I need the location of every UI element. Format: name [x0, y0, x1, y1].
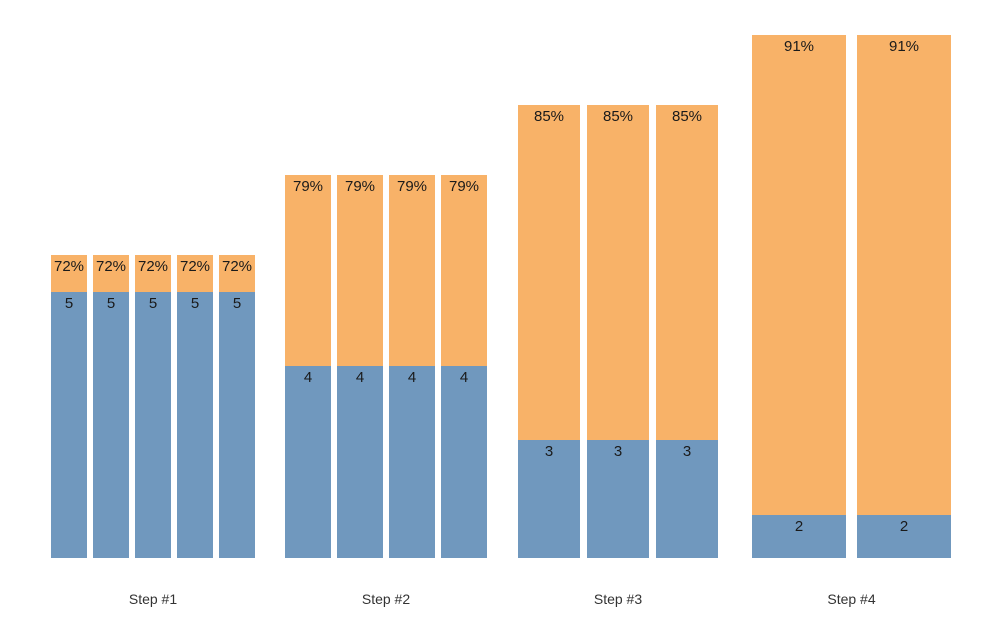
count-segment: 5: [135, 292, 171, 558]
percent-label: 72%: [179, 258, 211, 275]
count-segment: 4: [389, 366, 435, 558]
percent-label: 85%: [602, 108, 634, 125]
percent-segment: 79%: [337, 175, 383, 366]
percent-label: 85%: [671, 108, 703, 125]
step-label: Step #1: [128, 591, 178, 607]
step-label: Step #2: [361, 591, 411, 607]
count-label: 4: [303, 369, 313, 386]
count-label: 3: [544, 443, 554, 460]
count-segment: 3: [587, 440, 649, 558]
count-label: 5: [190, 295, 200, 312]
percent-segment: 85%: [587, 105, 649, 440]
count-segment: 2: [857, 515, 951, 558]
count-segment: 2: [752, 515, 846, 558]
count-segment: 3: [656, 440, 718, 558]
percent-segment: 72%: [135, 255, 171, 292]
count-label: 5: [148, 295, 158, 312]
percent-segment: 85%: [656, 105, 718, 440]
percent-segment: 79%: [441, 175, 487, 366]
percent-segment: 91%: [857, 35, 951, 515]
percent-label: 79%: [448, 178, 480, 195]
percent-segment: 72%: [93, 255, 129, 292]
count-label: 5: [232, 295, 242, 312]
count-label: 3: [682, 443, 692, 460]
count-segment: 5: [93, 292, 129, 558]
count-label: 3: [613, 443, 623, 460]
percent-segment: 85%: [518, 105, 580, 440]
count-segment: 5: [219, 292, 255, 558]
percent-segment: 79%: [285, 175, 331, 366]
percent-label: 72%: [137, 258, 169, 275]
percent-label: 72%: [95, 258, 127, 275]
count-label: 4: [407, 369, 417, 386]
count-segment: 4: [285, 366, 331, 558]
percent-label: 79%: [292, 178, 324, 195]
percent-label: 72%: [221, 258, 253, 275]
count-label: 5: [106, 295, 116, 312]
count-label: 4: [355, 369, 365, 386]
percent-label: 85%: [533, 108, 565, 125]
count-label: 2: [794, 518, 804, 535]
percent-segment: 72%: [51, 255, 87, 292]
count-segment: 4: [441, 366, 487, 558]
count-segment: 5: [51, 292, 87, 558]
percent-label: 91%: [783, 38, 815, 55]
percent-label: 91%: [888, 38, 920, 55]
percent-label: 79%: [396, 178, 428, 195]
percent-segment: 79%: [389, 175, 435, 366]
count-label: 5: [64, 295, 74, 312]
percent-label: 79%: [344, 178, 376, 195]
count-label: 4: [459, 369, 469, 386]
percent-segment: 72%: [177, 255, 213, 292]
percent-label: 72%: [53, 258, 85, 275]
count-segment: 3: [518, 440, 580, 558]
count-label: 2: [899, 518, 909, 535]
count-segment: 5: [177, 292, 213, 558]
step-label: Step #4: [827, 591, 876, 607]
step-label: Step #3: [593, 591, 643, 607]
count-segment: 4: [337, 366, 383, 558]
percent-segment: 91%: [752, 35, 846, 515]
percent-segment: 72%: [219, 255, 255, 292]
